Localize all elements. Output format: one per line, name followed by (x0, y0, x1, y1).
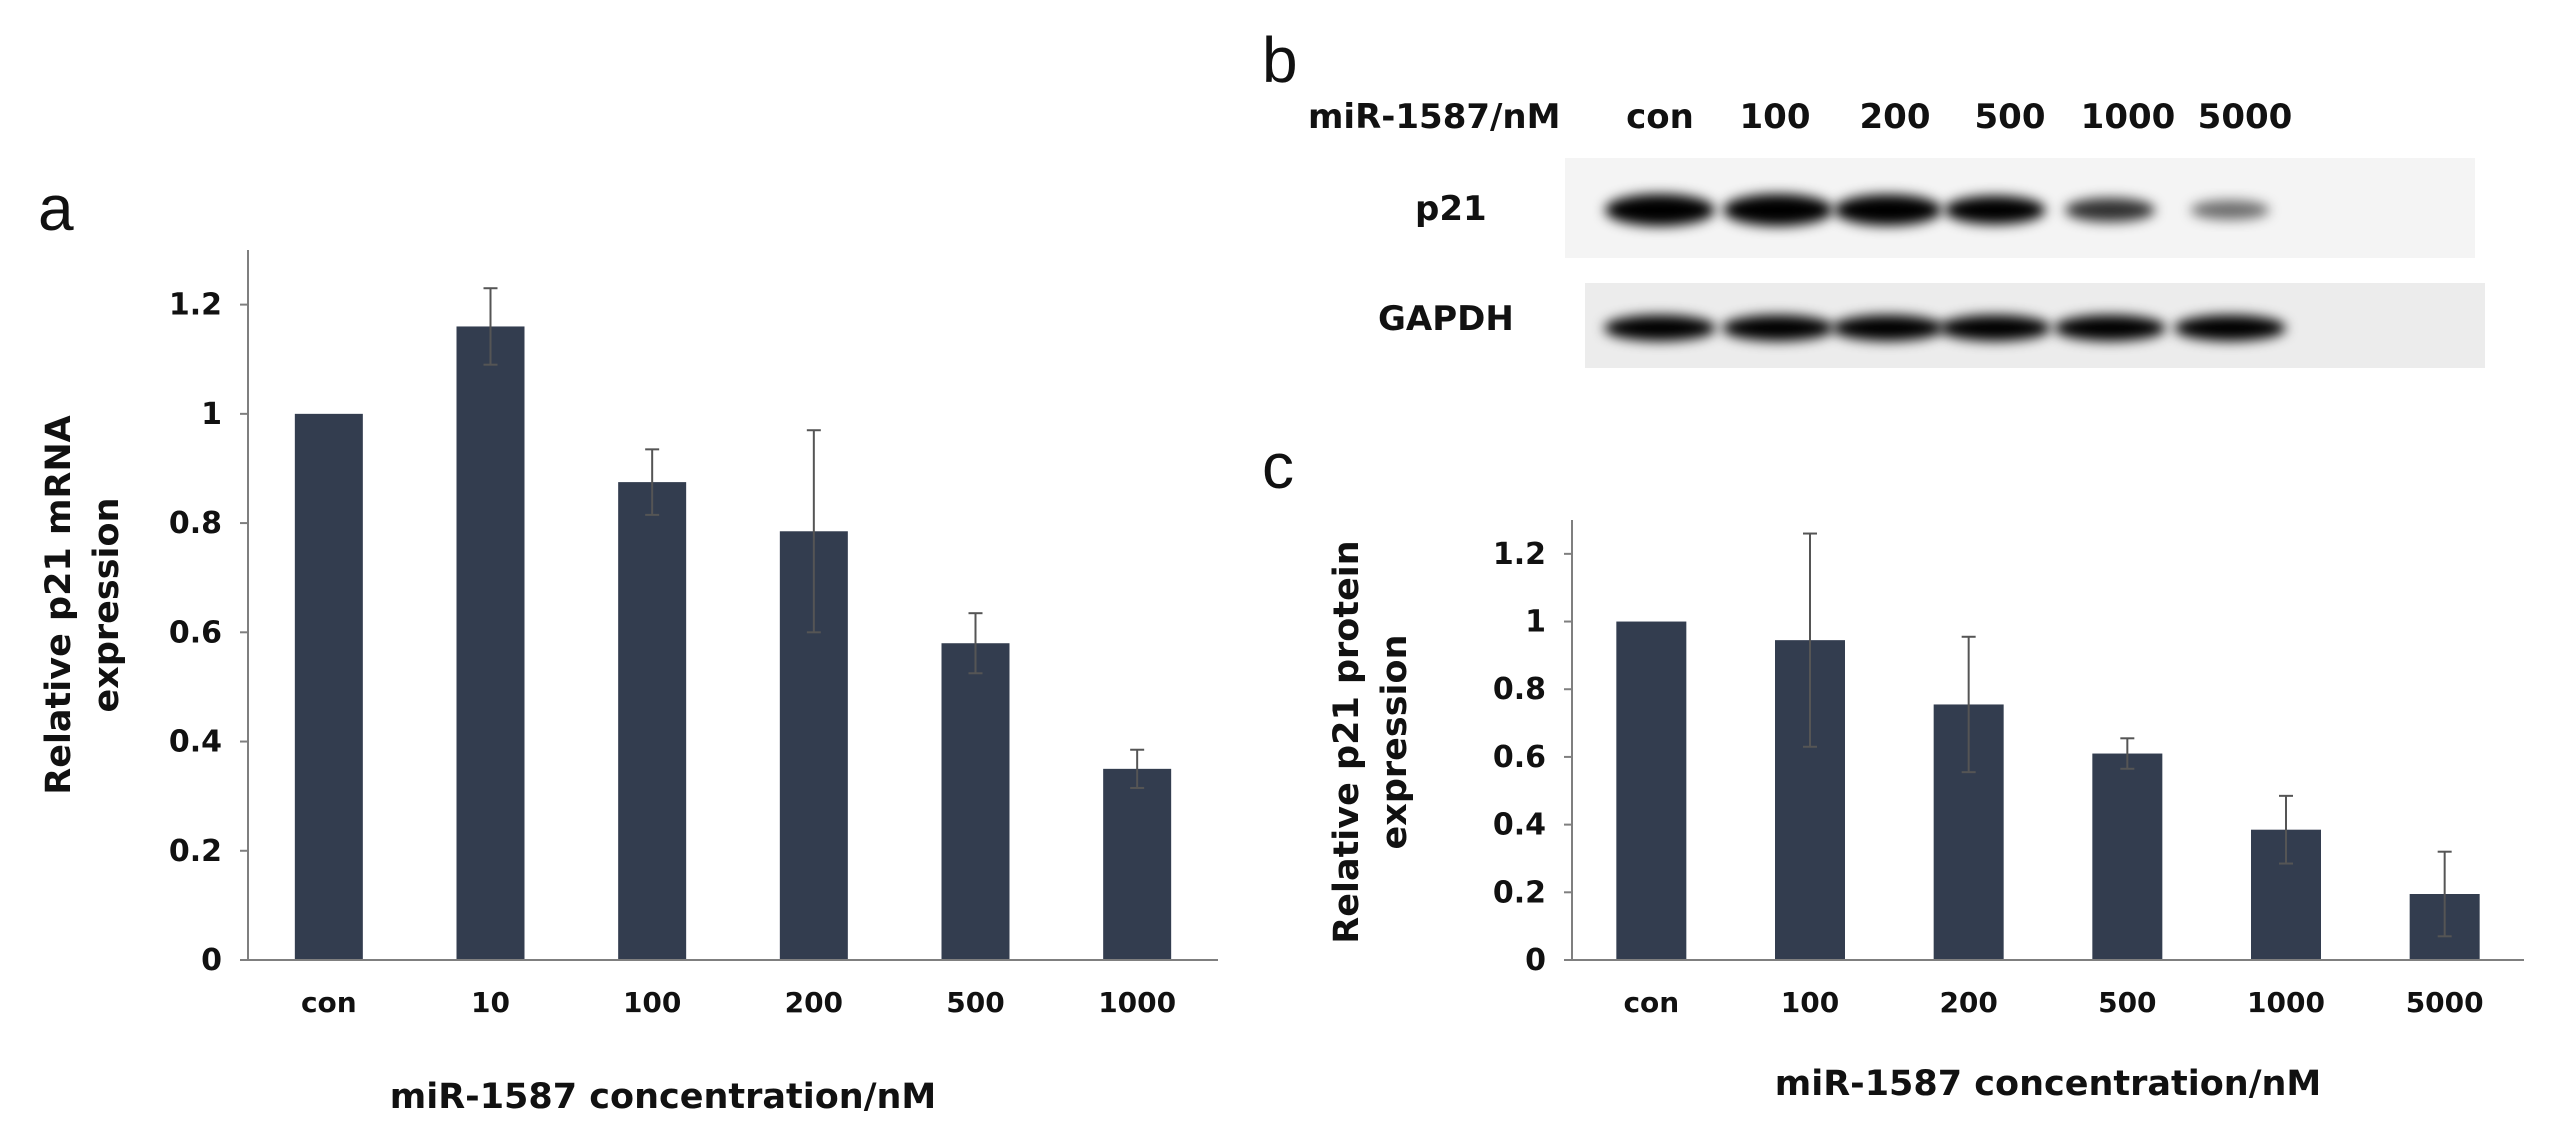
blot-lane-500: 500 (1975, 97, 2046, 137)
chart-a-error-bar-10 (483, 287, 498, 366)
chart-c-bars (1616, 621, 2480, 960)
blot-band-p21-5000 (2190, 200, 2270, 220)
blot-band-label-p21: p21 (1415, 189, 1487, 229)
chart-c-error-bar-200 (1961, 635, 1976, 774)
blot-band-GAPDH-5000 (2174, 315, 2286, 341)
chart-a-x-label: miR-1587 concentration/nM (390, 1077, 936, 1117)
chart-c-x-tick-label: 1000 (2247, 986, 2325, 1019)
chart-c-y-tick-label: 0.6 (1493, 740, 1546, 775)
chart-a-bar-1000 (1103, 768, 1172, 960)
chart-c-bar-con (1616, 621, 1687, 960)
blot-band-p21-200 (1834, 194, 1942, 226)
chart-c-y-ticks: 0 0.2 0.4 0.6 0.8 1 1.2 (1493, 537, 1572, 978)
blot-band-GAPDH-200 (1832, 315, 1944, 341)
chart-c-error-bar-100 (1803, 532, 1817, 748)
blot-lane-1000: 1000 (2081, 97, 2176, 137)
chart-a-x-ticks: con 10 100 200 500 1000 (301, 986, 1176, 1019)
chart-a: 0 0.2 0.4 0.6 0.8 1 1.2 con 10 100 200 500 1000 Rel… (39, 250, 1218, 1117)
chart-c-error-bar-500 (2120, 737, 2135, 770)
chart-a-error-bar-200 (806, 429, 821, 634)
chart-a-y-tick-label: 0.8 (169, 506, 222, 541)
chart-a-x-tick-label: 100 (623, 986, 681, 1019)
blot-band-GAPDH-con (1604, 315, 1716, 341)
chart-c-y-tick-label: 1 (1525, 605, 1546, 640)
blot-band-GAPDH-100 (1722, 315, 1834, 341)
chart-c-x-tick-label: con (1623, 986, 1679, 1019)
chart-a-y-label-line1: Relative p21 mRNA (39, 415, 79, 795)
chart-a-bars (294, 326, 1172, 960)
chart-a-bar-100 (618, 482, 687, 960)
chart-c: 0 0.2 0.4 0.6 0.8 1 1.2 con 100 200 500 1000 5000 R… (1327, 520, 2524, 1104)
panel-letter-a: a (38, 172, 74, 244)
chart-a-x-tick-label: 200 (785, 986, 843, 1019)
chart-a-error-bar-500 (968, 612, 983, 675)
panel-letter-c: c (1262, 430, 1294, 502)
chart-c-y-tick-label: 0.4 (1493, 808, 1546, 843)
chart-a-x-tick-label: con (301, 986, 357, 1019)
chart-c-error-bar-5000 (2437, 850, 2452, 938)
chart-a-y-tick-label: 1.2 (169, 288, 222, 323)
blot-band-p21-con (1605, 194, 1715, 226)
chart-a-bar-10 (456, 326, 525, 960)
chart-a-x-tick-label: 10 (471, 986, 510, 1019)
blot-lane-5000: 5000 (2198, 97, 2293, 137)
blot-band-p21-1000 (2064, 197, 2156, 223)
blot-lane-100: 100 (1740, 97, 1811, 137)
blot-band-GAPDH-1000 (2054, 315, 2166, 341)
chart-c-y-tick-label: 1.2 (1493, 537, 1546, 572)
blot-band-GAPDH-500 (1939, 315, 2051, 341)
chart-a-y-tick-label: 0.4 (169, 725, 222, 760)
chart-c-x-tick-label: 100 (1781, 986, 1839, 1019)
western-blot: miR-1587/nM con 100 200 500 1000 5000 p21 GAP… (1308, 97, 2485, 368)
chart-a-y-label-line2: expression (87, 498, 127, 713)
chart-a-bar-con (294, 413, 363, 960)
chart-a-error-bar-100 (645, 448, 660, 516)
blot-lane-labels: con 100 200 500 1000 5000 (1626, 97, 2292, 137)
chart-c-x-tick-label: 500 (2098, 986, 2156, 1019)
blot-lane-con: con (1626, 97, 1694, 137)
blot-row-header: miR-1587/nM (1308, 97, 1560, 137)
blot-bands-gapdh (1604, 315, 2286, 341)
chart-c-bar-500 (2092, 753, 2163, 960)
chart-a-error-bar-1000 (1130, 748, 1145, 789)
chart-c-y-tick-label: 0 (1525, 943, 1546, 978)
blot-band-label-gapdh: GAPDH (1378, 299, 1514, 339)
chart-c-y-tick-label: 0.2 (1493, 875, 1546, 910)
chart-a-y-ticks: 0 0.2 0.4 0.6 0.8 1 1.2 (169, 288, 248, 978)
chart-a-x-tick-label: 1000 (1098, 986, 1176, 1019)
blot-band-p21-500 (1944, 195, 2046, 225)
chart-c-y-label-line2: expression (1375, 635, 1415, 850)
chart-c-y-label-line1: Relative p21 protein (1327, 540, 1367, 943)
chart-c-x-tick-label: 200 (1939, 986, 1997, 1019)
chart-c-x-label: miR-1587 concentration/nM (1775, 1064, 2321, 1104)
chart-c-x-ticks: con 100 200 500 1000 5000 (1623, 986, 2483, 1019)
chart-c-error-bar-1000 (2279, 794, 2293, 865)
chart-a-y-tick-label: 0 (201, 943, 222, 978)
chart-a-x-tick-label: 500 (946, 986, 1004, 1019)
chart-a-bar-500 (941, 643, 1010, 960)
chart-a-y-tick-label: 0.2 (169, 834, 222, 869)
chart-a-y-tick-label: 0.6 (169, 615, 222, 650)
panel-letter-b: b (1262, 24, 1298, 96)
blot-lane-200: 200 (1860, 97, 1931, 137)
blot-bands-p21 (1605, 194, 2270, 226)
chart-a-y-tick-label: 1 (201, 397, 222, 432)
blot-band-p21-100 (1723, 194, 1833, 226)
chart-c-error-bars (1803, 532, 2452, 938)
chart-c-x-tick-label: 5000 (2406, 986, 2484, 1019)
chart-c-y-tick-label: 0.8 (1493, 672, 1546, 707)
chart-a-error-bars (483, 287, 1145, 789)
